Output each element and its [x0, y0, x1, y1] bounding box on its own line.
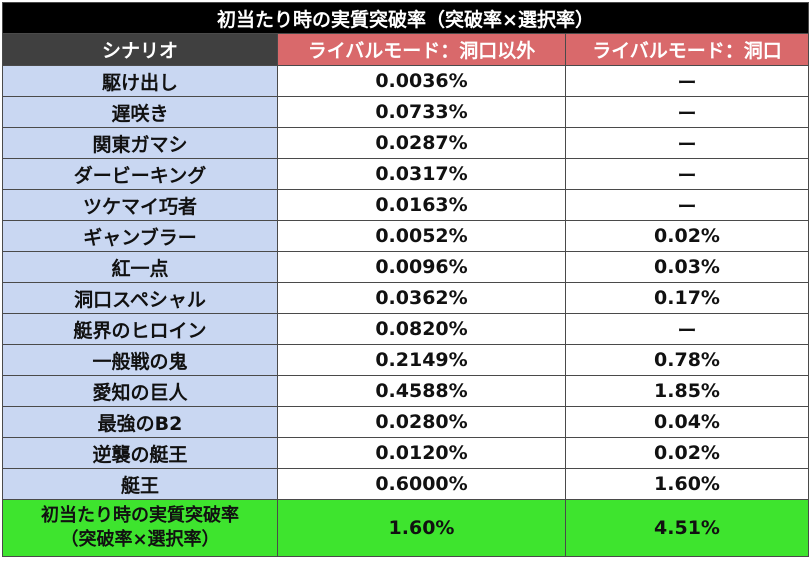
table-row: 愛知の巨人 0.4588% 1.85% — [2, 375, 810, 407]
table-row: ギャンブラー 0.0052% 0.02% — [2, 220, 810, 252]
rival-horaguchi-cell: 1.85% — [564, 375, 810, 407]
table-row: ツケマイ巧者 0.0163% ー — [2, 189, 810, 221]
scenario-cell: 紅一点 — [2, 251, 278, 283]
scenario-cell: ダービーキング — [2, 158, 278, 190]
rival-other-cell: 0.0820% — [277, 313, 566, 345]
rival-other-cell: 0.0280% — [277, 406, 566, 438]
rival-horaguchi-cell: 1.60% — [564, 468, 810, 500]
table-row: 駆け出し 0.0036% ー — [2, 65, 810, 97]
rival-other-cell: 0.4588% — [277, 375, 566, 407]
total-label-line2: （突破率×選択率） — [60, 529, 220, 550]
scenario-cell: 最強のB2 — [2, 406, 278, 438]
table-row: 逆襲の艇王 0.0120% 0.02% — [2, 437, 810, 469]
scenario-cell: ツケマイ巧者 — [2, 189, 278, 221]
scenario-cell: 愛知の巨人 — [2, 375, 278, 407]
header-scenario: シナリオ — [2, 33, 278, 66]
rival-other-cell: 0.0733% — [277, 96, 566, 128]
rival-other-cell: 0.0096% — [277, 251, 566, 283]
total-row: 初当たり時の実質突破率 （突破率×選択率） 1.60% 4.51% — [2, 499, 810, 557]
scenario-cell: 艇界のヒロイン — [2, 313, 278, 345]
rival-horaguchi-cell: 0.03% — [564, 251, 810, 283]
table-row: 洞口スペシャル 0.0362% 0.17% — [2, 282, 810, 314]
rival-horaguchi-cell: ー — [564, 313, 810, 345]
table-row: 艇王 0.6000% 1.60% — [2, 468, 810, 500]
rival-other-cell: 0.0163% — [277, 189, 566, 221]
header-rival-horaguchi: ライバルモード：洞口 — [564, 33, 810, 66]
rival-horaguchi-cell: 0.04% — [564, 406, 810, 438]
rival-horaguchi-cell: 0.02% — [564, 220, 810, 252]
rival-other-cell: 0.0120% — [277, 437, 566, 469]
scenario-cell: 逆襲の艇王 — [2, 437, 278, 469]
scenario-cell: 洞口スペシャル — [2, 282, 278, 314]
table-row: ダービーキング 0.0317% ー — [2, 158, 810, 190]
rival-other-cell: 0.0317% — [277, 158, 566, 190]
rival-horaguchi-cell: ー — [564, 65, 810, 97]
rival-horaguchi-cell: 0.02% — [564, 437, 810, 469]
table-row: 一般戦の鬼 0.2149% 0.78% — [2, 344, 810, 376]
scenario-cell: ギャンブラー — [2, 220, 278, 252]
rival-other-cell: 0.0362% — [277, 282, 566, 314]
header-rival-other: ライバルモード：洞口以外 — [277, 33, 566, 66]
table-row: 遅咲き 0.0733% ー — [2, 96, 810, 128]
total-label-cell: 初当たり時の実質突破率 （突破率×選択率） — [2, 499, 278, 557]
scenario-cell: 一般戦の鬼 — [2, 344, 278, 376]
rival-other-cell: 0.0036% — [277, 65, 566, 97]
rival-horaguchi-cell: ー — [564, 189, 810, 221]
table-row: 艇界のヒロイン 0.0820% ー — [2, 313, 810, 345]
rival-other-cell: 0.0287% — [277, 127, 566, 159]
scenario-cell: 遅咲き — [2, 96, 278, 128]
table-title-row: 初当たり時の実質突破率（突破率×選択率） — [1, 2, 810, 34]
breakthrough-rate-table: 初当たり時の実質突破率（突破率×選択率） シナリオ ライバルモード：洞口以外 ラ… — [1, 2, 810, 557]
total-rival-horaguchi-cell: 4.51% — [564, 499, 810, 557]
rival-horaguchi-cell: ー — [564, 158, 810, 190]
table-row: 最強のB2 0.0280% 0.04% — [2, 406, 810, 438]
table-row: 紅一点 0.0096% 0.03% — [2, 251, 810, 283]
scenario-cell: 艇王 — [2, 468, 278, 500]
rival-horaguchi-cell: ー — [564, 127, 810, 159]
table-row: 関東ガマシ 0.0287% ー — [2, 127, 810, 159]
rival-other-cell: 0.0052% — [277, 220, 566, 252]
total-rival-other-cell: 1.60% — [277, 499, 566, 557]
scenario-cell: 関東ガマシ — [2, 127, 278, 159]
table-title: 初当たり時の実質突破率（突破率×選択率） — [1, 2, 810, 34]
rival-horaguchi-cell: 0.17% — [564, 282, 810, 314]
scenario-cell: 駆け出し — [2, 65, 278, 97]
rival-horaguchi-cell: ー — [564, 96, 810, 128]
rival-other-cell: 0.2149% — [277, 344, 566, 376]
table-header-row: シナリオ ライバルモード：洞口以外 ライバルモード：洞口 — [2, 33, 810, 66]
rival-horaguchi-cell: 0.78% — [564, 344, 810, 376]
total-label-line1: 初当たり時の実質突破率 — [41, 505, 239, 526]
rival-other-cell: 0.6000% — [277, 468, 566, 500]
